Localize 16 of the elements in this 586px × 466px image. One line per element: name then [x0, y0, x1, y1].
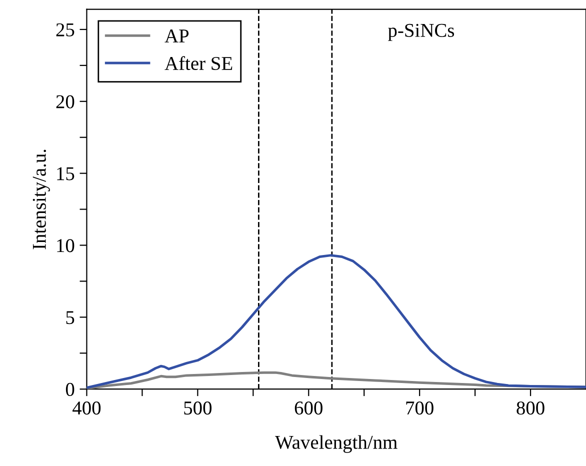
x-tick-label: 600 — [294, 401, 322, 415]
x-tick-label: 700 — [406, 401, 434, 415]
x-tick-label: 500 — [184, 401, 212, 415]
legend-label: After SE — [164, 56, 232, 70]
y-axis-title: Intensity/a.u. — [32, 150, 50, 250]
y-tick-label: 10 — [57, 239, 74, 252]
y-tick-label: 0 — [66, 382, 74, 396]
y-tick-label: 25 — [56, 23, 74, 36]
y-tick-label: 20 — [56, 95, 74, 108]
x-tick-label: 800 — [516, 401, 544, 415]
annotation: p-SiNCs — [388, 24, 454, 41]
legend-label: AP — [164, 30, 189, 42]
y-tick-label: 15 — [57, 167, 74, 180]
y-tick-label: 5 — [66, 311, 74, 324]
x-axis-title: Wavelength/nm — [275, 435, 398, 453]
x-tick-label: 400 — [72, 401, 101, 415]
